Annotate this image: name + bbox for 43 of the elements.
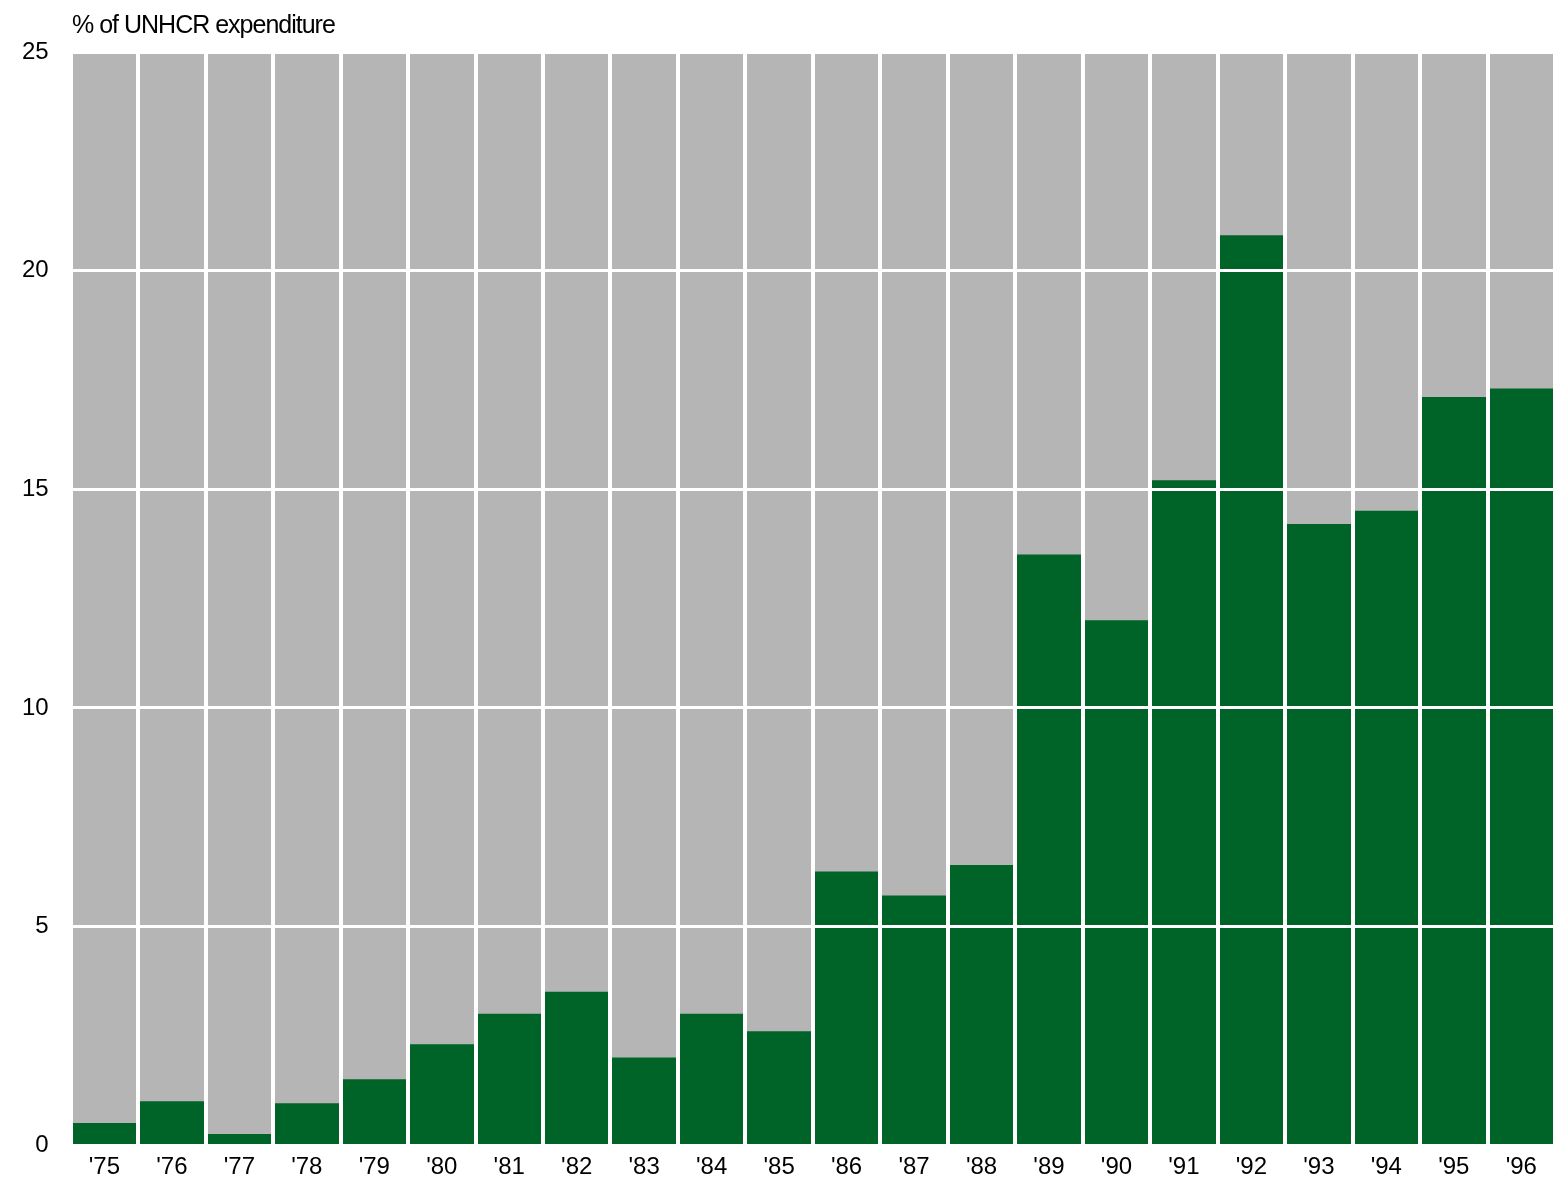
y-axis-title: % of UNHCR expenditure bbox=[72, 10, 335, 39]
bar bbox=[407, 1044, 476, 1145]
bar bbox=[475, 1013, 544, 1145]
bar bbox=[812, 871, 881, 1145]
x-tick-label: '82 bbox=[561, 1152, 593, 1180]
x-tick-label: '91 bbox=[1168, 1152, 1200, 1180]
y-tick-label: 15 bbox=[21, 473, 49, 501]
bar bbox=[272, 1103, 341, 1145]
x-tick-label: '95 bbox=[1438, 1152, 1470, 1180]
x-tick-label: '94 bbox=[1370, 1152, 1402, 1180]
x-tick-label: '84 bbox=[696, 1152, 728, 1180]
x-tick-label: '79 bbox=[358, 1152, 390, 1180]
x-tick-label: '85 bbox=[763, 1152, 795, 1180]
bar bbox=[610, 1057, 679, 1145]
x-tick-label: '77 bbox=[223, 1152, 256, 1180]
y-tick-label: 10 bbox=[21, 692, 49, 720]
bar bbox=[677, 1013, 746, 1145]
x-tick-label: '89 bbox=[1033, 1152, 1065, 1180]
x-tick-label: '78 bbox=[291, 1152, 323, 1180]
bar bbox=[205, 1133, 274, 1145]
x-tick-label: '81 bbox=[493, 1152, 525, 1180]
x-tick-label: '87 bbox=[898, 1152, 930, 1180]
bar bbox=[542, 991, 611, 1145]
y-tick-label: 0 bbox=[35, 1129, 49, 1157]
y-tick-label: 20 bbox=[21, 255, 49, 283]
bar bbox=[745, 1031, 814, 1145]
x-tick-label: '90 bbox=[1100, 1152, 1133, 1180]
bar bbox=[137, 1101, 206, 1145]
x-tick-label: '76 bbox=[156, 1152, 188, 1180]
x-tick-label: '83 bbox=[628, 1152, 660, 1180]
x-tick-label: '96 bbox=[1505, 1152, 1537, 1180]
x-tick-label: '75 bbox=[88, 1152, 121, 1180]
y-tick-label: 25 bbox=[21, 36, 49, 64]
x-tick-label: '88 bbox=[965, 1152, 998, 1180]
bar bbox=[879, 895, 949, 1145]
bar bbox=[340, 1079, 409, 1145]
bar bbox=[70, 1123, 139, 1145]
x-tick-label: '92 bbox=[1235, 1152, 1268, 1180]
bar bbox=[947, 865, 1016, 1145]
x-tick-label: '93 bbox=[1303, 1152, 1335, 1180]
x-tick-label: '80 bbox=[426, 1152, 458, 1180]
y-tick-label: 5 bbox=[35, 911, 49, 939]
x-tick-label: '86 bbox=[830, 1152, 863, 1180]
